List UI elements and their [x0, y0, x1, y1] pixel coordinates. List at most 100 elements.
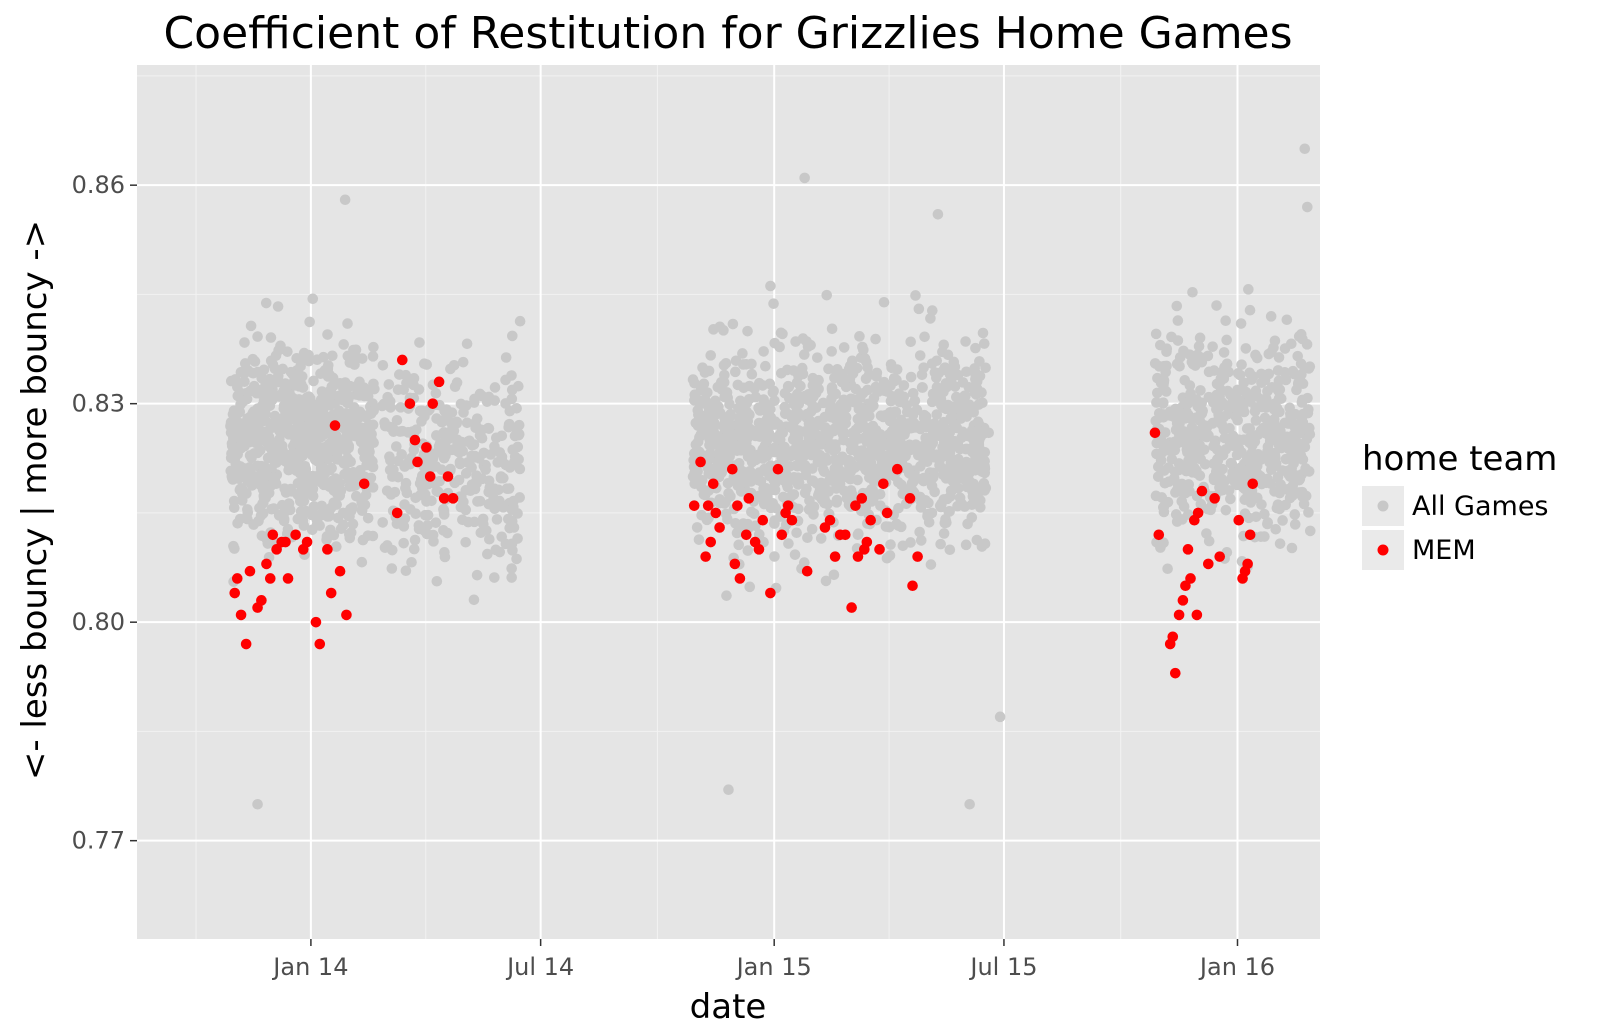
all-games-point — [900, 462, 911, 474]
all-games-point — [1238, 406, 1250, 418]
all-games-point — [367, 351, 379, 362]
all-games-point — [769, 395, 780, 407]
all-games-point — [896, 479, 907, 491]
all-games-point — [780, 445, 791, 456]
mem-point — [329, 420, 341, 431]
all-games-point — [280, 408, 292, 419]
all-games-point — [260, 297, 272, 309]
all-games-point — [367, 461, 378, 472]
all-games-point — [489, 572, 500, 583]
all-games-point — [886, 391, 898, 402]
all-games-point — [265, 480, 277, 492]
all-games-point — [377, 360, 389, 371]
all-games-point — [810, 428, 821, 439]
all-games-point — [350, 351, 362, 363]
all-games-point — [744, 380, 755, 392]
all-games-point — [732, 379, 744, 391]
all-games-point — [493, 484, 504, 496]
all-games-point — [507, 545, 518, 556]
all-games-point — [1244, 437, 1255, 448]
all-games-point — [1299, 143, 1311, 155]
mem-point — [700, 551, 711, 562]
all-games-point — [1209, 438, 1221, 450]
all-games-point — [1273, 375, 1285, 387]
all-games-point — [266, 442, 278, 454]
all-games-point — [733, 402, 744, 414]
all-games-point — [878, 296, 890, 308]
all-games-point — [926, 396, 938, 408]
all-games-point — [273, 344, 284, 356]
all-games-point — [948, 356, 960, 368]
all-games-point — [229, 543, 240, 554]
all-games-point — [977, 484, 989, 496]
mem-point — [1182, 544, 1194, 555]
mem-point — [839, 529, 851, 541]
all-games-points — [225, 143, 1316, 810]
all-games-point — [247, 367, 259, 379]
mem-point — [727, 463, 738, 475]
all-games-point — [1170, 509, 1182, 520]
mem-point — [256, 595, 267, 606]
mem-point — [391, 507, 403, 519]
all-games-point — [886, 409, 897, 421]
all-games-point — [718, 325, 729, 336]
all-games-point — [828, 569, 840, 581]
all-games-point — [427, 453, 439, 464]
all-games-point — [476, 390, 488, 402]
legend-label-mem: MEM — [1412, 535, 1476, 566]
all-games-point — [720, 508, 732, 520]
all-games-point — [854, 331, 865, 342]
all-games-point — [782, 380, 794, 392]
all-games-point — [383, 379, 395, 390]
all-games-point — [741, 470, 753, 482]
all-games-point — [1300, 490, 1312, 502]
all-games-point — [489, 441, 500, 452]
all-games-point — [267, 422, 278, 434]
all-games-point — [742, 545, 754, 556]
all-games-point — [1203, 366, 1215, 378]
all-games-point — [1273, 385, 1284, 397]
all-games-point — [438, 439, 449, 451]
mem-point — [1247, 478, 1259, 490]
all-games-point — [936, 498, 947, 509]
legend-label-all-games: All Games — [1412, 491, 1549, 522]
all-games-point — [1234, 462, 1246, 474]
all-games-point — [789, 549, 801, 560]
all-games-point — [746, 450, 758, 461]
all-games-point — [512, 533, 523, 544]
all-games-point — [971, 534, 983, 546]
mem-point — [856, 493, 868, 504]
mem-point — [240, 638, 252, 650]
all-games-point — [825, 404, 836, 416]
all-games-point — [927, 472, 939, 483]
all-games-point — [476, 432, 488, 444]
all-games-point — [1150, 328, 1162, 340]
all-games-point — [857, 341, 868, 353]
all-games-point — [1172, 479, 1184, 491]
all-games-point — [278, 448, 289, 459]
all-games-point — [748, 508, 760, 520]
all-games-point — [488, 492, 499, 504]
all-games-point — [354, 390, 366, 401]
all-games-point — [687, 374, 699, 385]
all-games-point — [1297, 423, 1308, 435]
all-games-point — [931, 355, 943, 367]
all-games-point — [719, 498, 730, 509]
all-games-point — [248, 519, 259, 530]
all-games-point — [1240, 343, 1252, 354]
all-games-point — [977, 397, 988, 409]
mem-point — [1233, 514, 1245, 526]
all-games-point — [483, 475, 495, 487]
all-games-point — [782, 408, 793, 420]
mem-point — [1173, 609, 1185, 621]
all-games-point — [1172, 335, 1184, 346]
x-tick-label-1: Jul 14 — [505, 953, 574, 981]
all-games-point — [417, 482, 428, 494]
all-games-point — [692, 417, 703, 429]
all-games-point — [419, 525, 430, 537]
all-games-point — [1158, 502, 1169, 513]
all-games-point — [1265, 311, 1277, 322]
all-games-point — [455, 398, 467, 410]
all-games-point — [1303, 507, 1314, 518]
all-games-point — [446, 425, 457, 437]
